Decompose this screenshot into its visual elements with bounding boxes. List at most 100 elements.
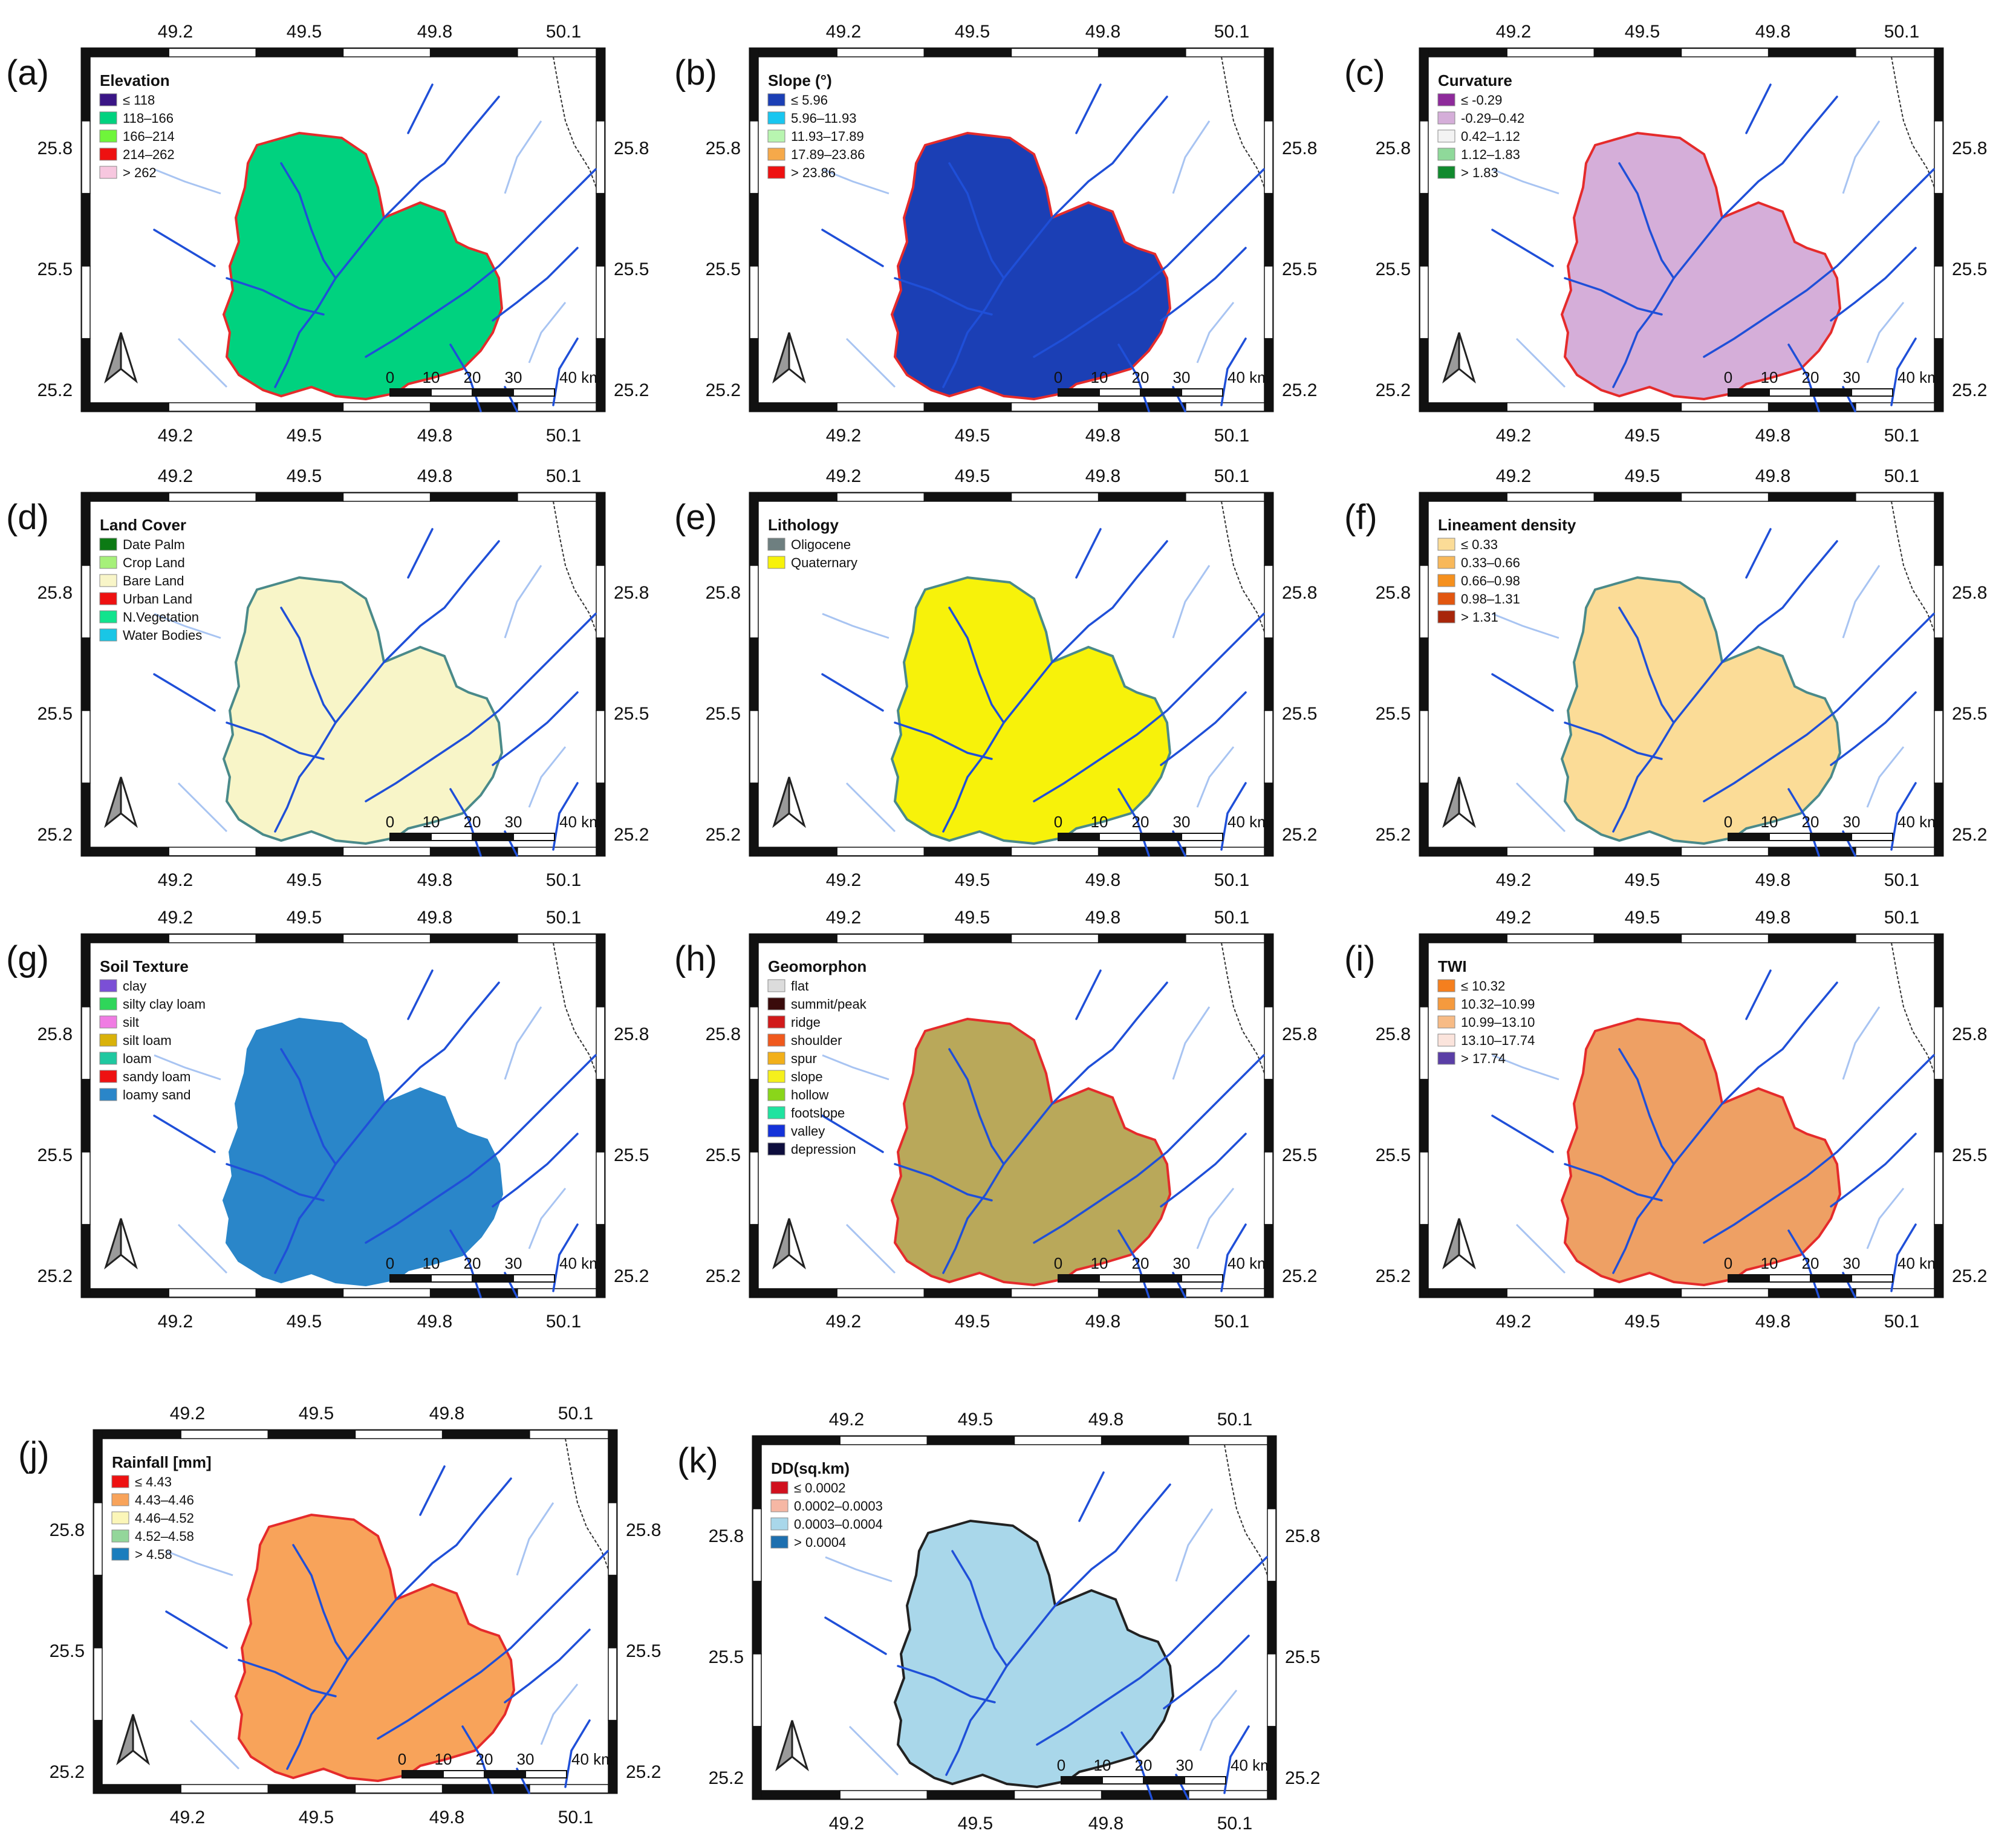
scale-bar-label: 40 km [1227,368,1270,386]
scale-bar-label: 40 km [559,813,602,831]
river-line [492,247,579,322]
legend-entry: Bare Land [123,573,184,588]
lon-tick-top: 49.8 [1755,466,1790,486]
stream-minor [1515,782,1566,833]
legend-entry: silt [123,1015,139,1030]
scale-bar: 0 10 20 30 40 km [1724,368,1940,397]
river-line [1745,969,1772,1020]
lat-tick-right: 25.5 [614,704,649,724]
legend-entry: shoulder [791,1033,842,1048]
river-line [153,229,216,267]
lat-tick-right: 25.2 [626,1762,661,1782]
river-line [165,1610,228,1649]
river-line [274,540,500,833]
north-arrow-icon [772,332,806,384]
river-line [407,83,434,134]
lat-tick-right: 25.5 [1952,704,1987,724]
lon-tick-bottom: 50.1 [1884,426,1919,446]
legend-title: Rainfall [mm] [112,1453,212,1471]
river-line [948,162,1005,279]
scale-bar-label: 20 [464,368,481,386]
lon-tick-top: 50.1 [1214,908,1249,928]
legend-title: Slope (°) [768,71,832,89]
lon-tick-top: 49.2 [158,908,193,928]
scale-bar-label: 20 [1802,813,1819,831]
river-line [419,1465,446,1516]
legend-entry: 0.33–0.66 [1461,555,1520,570]
stream-minor [1492,613,1559,639]
legend-swatch [99,997,117,1010]
river-line [1830,1133,1917,1208]
legend-swatch [111,1529,129,1543]
scale-bar: 0 10 20 30 40 km [1057,1756,1273,1785]
lat-tick-right: 25.5 [1285,1647,1320,1667]
lon-tick-bottom: 49.8 [1085,426,1120,446]
legend: DD(sq.km) ≤ 0.0002 0.0002–0.0003 0.0003–0.0… [770,1459,883,1550]
river-line [1612,96,1838,388]
scale-bar-label: 0 [1054,368,1062,386]
lon-tick-bottom: 49.2 [826,1312,861,1332]
legend-entry: 0.66–0.98 [1461,573,1520,588]
legend-swatch [770,1481,789,1494]
river-line [1787,1229,1820,1298]
watershed-area [1560,576,1842,845]
scale-bar-label: 20 [1132,813,1149,831]
river-line [1160,691,1247,766]
scale-bar-label: 30 [1843,1254,1861,1272]
legend-entry: ≤ 5.96 [791,93,828,108]
river-line [1890,337,1917,406]
panel-label-e: (e) [674,498,717,537]
watershed-area [893,1519,1175,1789]
scale-bar-label: 30 [505,813,522,831]
scale-bar-label: 20 [1132,368,1149,386]
lon-tick-bottom: 49.8 [1755,1312,1790,1332]
lat-tick-left: 25.2 [706,380,741,400]
scale-bar: 0 10 20 30 40 km [386,813,602,841]
lat-tick-right: 25.8 [1282,583,1317,603]
lat-tick-left: 25.5 [1376,1145,1411,1165]
legend-swatch [1437,166,1455,179]
stream-minor [540,1684,579,1745]
legend-entry: loam [123,1051,152,1066]
legend: Lithology Oligocene Quaternary [767,516,857,570]
legend-swatch [99,556,117,569]
stream-minor [825,1556,893,1583]
scale-bar-label: 0 [386,813,394,831]
river-line [449,1229,482,1298]
river-line [280,607,337,724]
lon-tick-top: 49.5 [1625,466,1660,486]
scale-bar-label: 0 [398,1750,406,1768]
legend-entry: Date Palm [123,537,185,552]
legend: Curvature ≤ -0.29 -0.29–0.42 0.42–1.12 1.12–… [1437,71,1524,180]
legend-entry: 0.0002–0.0003 [794,1498,883,1514]
legend-entry: depression [791,1142,856,1157]
river-line [1223,1725,1250,1794]
lat-tick-left: 25.5 [706,704,741,724]
legend-entry: silt loam [123,1033,172,1048]
river-line [280,162,337,279]
scale-bar-label: 10 [435,1750,452,1768]
legend: TWI ≤ 10.32 10.32–10.99 10.99–13.10 13.10–17… [1437,957,1535,1066]
river-line [226,1163,325,1202]
lon-tick-top: 49.2 [1496,908,1531,928]
lon-tick-bottom: 49.5 [287,870,322,890]
river-line [449,343,482,412]
legend-swatch [111,1511,129,1524]
panel-label-j: (j) [18,1435,50,1474]
river-line [280,1048,337,1165]
legend-entry: flat [791,978,808,994]
stream-minor [177,782,228,833]
lon-tick-bottom: 49.5 [287,1312,322,1332]
lon-tick-top: 50.1 [1884,466,1919,486]
lat-tick-right: 25.5 [1282,704,1317,724]
map-panel-g: (g) Soil Texture clay silty clay loam silt si… [6,908,649,1332]
lat-tick-left: 25.8 [37,138,73,158]
river-line [1787,788,1820,857]
river-line [1220,337,1247,406]
legend-swatch [1437,129,1455,143]
frame-graticule-bands [1419,492,1943,856]
legend-entry: footslope [791,1105,845,1121]
panel-label-i: (i) [1344,939,1376,978]
coastline [1221,56,1265,188]
river-line [492,1133,579,1208]
